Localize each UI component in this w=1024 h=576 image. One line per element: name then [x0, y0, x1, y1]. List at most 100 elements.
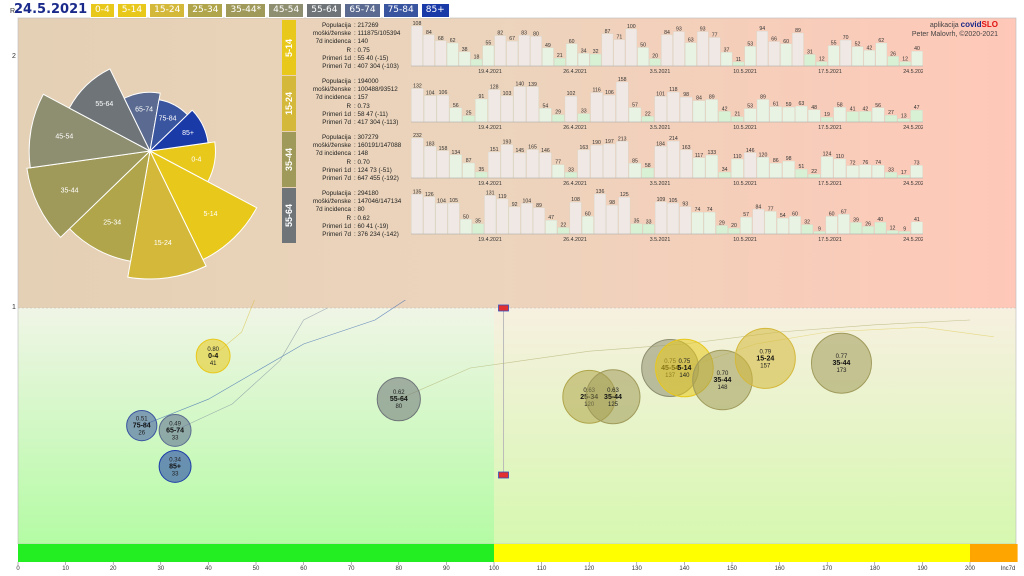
bubble-inc: 125	[608, 402, 619, 408]
mini-bar-label: 110	[733, 154, 741, 160]
mini-bar-label: 70	[843, 35, 849, 41]
mini-bar-label: 58	[645, 163, 651, 169]
bubble-r: 0.70	[717, 371, 729, 377]
mini-bar-label: 31	[807, 50, 813, 56]
mini-bar	[744, 152, 757, 179]
mini-bar-label: 91	[479, 94, 485, 100]
pie-slice-15-24	[127, 149, 207, 280]
mini-bar-label: 67	[509, 36, 515, 42]
mini-bar-label: 120	[759, 152, 768, 158]
mini-bar-label: 109	[657, 197, 666, 203]
mini-bar-label: 89	[795, 28, 801, 34]
mini-bar	[641, 167, 654, 179]
mini-bar-label: 110	[836, 154, 844, 160]
mini-bar-label: 214	[669, 136, 678, 142]
mini-bar	[500, 95, 514, 123]
mini-bar	[472, 223, 484, 235]
mini-bar	[475, 98, 488, 123]
bubble-inc: 157	[760, 363, 771, 369]
mini-bar-label: 54	[780, 213, 786, 219]
trail-line	[174, 307, 328, 431]
mini-bar	[581, 216, 594, 235]
mini-bar	[655, 201, 667, 235]
x-tick-label: 30	[157, 566, 164, 572]
bubble-r: 0.62	[393, 390, 405, 396]
mini-bar	[874, 222, 887, 235]
mini-bar-label: 33	[888, 167, 894, 173]
mini-bar	[508, 206, 521, 235]
mini-bar-label: 118	[669, 87, 677, 93]
mini-date-label: 10.5.2021	[733, 237, 757, 242]
mini-bar	[590, 145, 603, 179]
mini-bar	[488, 151, 501, 179]
x-tick-label: 180	[870, 566, 881, 572]
mini-bar-label: 39	[853, 218, 859, 224]
credit-brand-1: covid	[960, 20, 982, 29]
mini-bar	[654, 146, 667, 179]
mini-bar	[530, 36, 542, 67]
mini-bar-label: 56	[453, 103, 459, 109]
x-tick-label: 10	[62, 566, 69, 572]
mini-bar-label: 105	[669, 198, 678, 204]
mini-bar	[692, 100, 706, 123]
mini-bar-label: 184	[656, 141, 665, 147]
mini-bar-label: 48	[811, 105, 817, 111]
mini-bar-label: 40	[914, 46, 920, 52]
bubble-circle	[810, 332, 872, 394]
mini-bar	[691, 212, 704, 235]
mini-bar	[613, 39, 626, 67]
mini-bar-label: 119	[498, 194, 506, 200]
mini-bar	[436, 150, 450, 179]
mini-bar	[705, 154, 718, 179]
bubble-label: 55-64	[390, 396, 408, 403]
mini-bar-label: 93	[676, 27, 682, 33]
x-tick-label: 110	[537, 566, 547, 572]
mini-bar	[825, 216, 838, 235]
mini-bar	[740, 217, 753, 235]
mini-bar-label: 68	[438, 36, 444, 42]
mini-bar	[533, 207, 545, 235]
mini-bar	[603, 143, 616, 179]
mini-date-label: 19.4.2021	[478, 69, 502, 74]
x-tick-label: 190	[917, 566, 928, 572]
mini-bar-label: 133	[707, 150, 716, 156]
bubble-inc: 33	[172, 471, 179, 477]
bubble-r: 0.34	[169, 457, 181, 463]
mini-bar	[846, 111, 859, 123]
mini-bar	[911, 221, 923, 235]
mini-bar-label: 13	[901, 114, 907, 120]
mini-bar-label: 60	[783, 39, 789, 45]
mini-date-label: 24.5.2021	[903, 237, 923, 242]
mini-bar-label: 32	[804, 220, 810, 226]
mini-bar-label: 190	[592, 140, 601, 146]
zone-bar	[18, 544, 494, 562]
mini-bar-label: 22	[561, 223, 567, 229]
mini-bar-label: 98	[609, 200, 615, 206]
mini-bar	[458, 51, 471, 67]
pie-slice-35-44	[26, 150, 152, 239]
mini-date-label: 24.5.2021	[903, 181, 923, 186]
mini-bar-label: 131	[486, 191, 495, 197]
mini-bar	[642, 224, 655, 235]
mini-date-label: 19.4.2021	[478, 181, 502, 186]
mini-bar-label: 89	[709, 95, 715, 101]
mini-bar-label: 53	[747, 41, 753, 47]
bubble-inc: 26	[138, 431, 145, 437]
mini-bar-label: 104	[437, 198, 446, 204]
date-label: 24.5.2021	[14, 2, 88, 17]
mini-date-label: 3.5.2021	[650, 69, 671, 74]
mini-bar-label: 42	[863, 106, 869, 112]
mini-bar-label: 33	[581, 109, 587, 115]
mini-bar	[820, 156, 834, 179]
credit-app: aplikacija	[929, 22, 959, 29]
mini-bar	[606, 205, 618, 235]
mini-bar-label: 84	[696, 96, 702, 102]
mini-bar-label: 9	[818, 226, 821, 232]
mini-bar-label: 89	[760, 95, 766, 101]
bubble-inc: 140	[679, 373, 690, 379]
mini-bar-label: 62	[450, 38, 456, 44]
mini-bar-label: 146	[746, 148, 755, 154]
